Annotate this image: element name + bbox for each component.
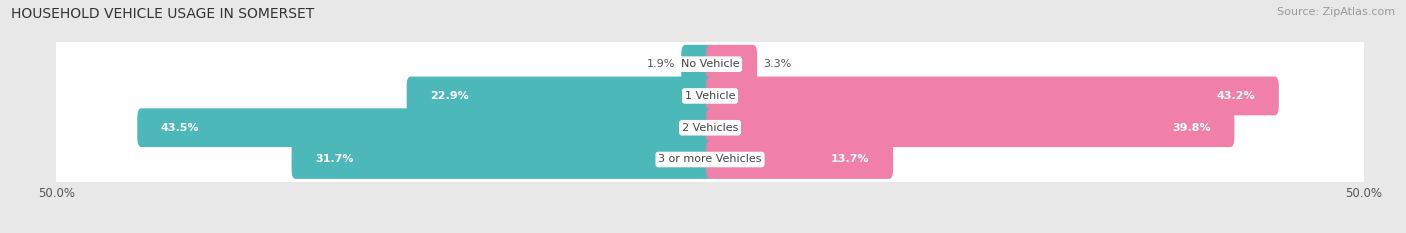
Legend: Owner-occupied, Renter-occupied: Owner-occupied, Renter-occupied bbox=[582, 230, 838, 233]
Text: 13.7%: 13.7% bbox=[831, 154, 869, 164]
Text: 43.2%: 43.2% bbox=[1216, 91, 1256, 101]
Text: Source: ZipAtlas.com: Source: ZipAtlas.com bbox=[1277, 7, 1395, 17]
Text: 39.8%: 39.8% bbox=[1173, 123, 1211, 133]
FancyBboxPatch shape bbox=[49, 99, 1371, 156]
Text: 1 Vehicle: 1 Vehicle bbox=[685, 91, 735, 101]
FancyBboxPatch shape bbox=[706, 45, 756, 84]
FancyBboxPatch shape bbox=[682, 45, 714, 84]
Text: 43.5%: 43.5% bbox=[160, 123, 200, 133]
FancyBboxPatch shape bbox=[49, 131, 1371, 188]
FancyBboxPatch shape bbox=[49, 36, 1371, 93]
FancyBboxPatch shape bbox=[706, 140, 893, 179]
FancyBboxPatch shape bbox=[406, 77, 714, 115]
FancyBboxPatch shape bbox=[706, 108, 1234, 147]
Text: No Vehicle: No Vehicle bbox=[681, 59, 740, 69]
Text: HOUSEHOLD VEHICLE USAGE IN SOMERSET: HOUSEHOLD VEHICLE USAGE IN SOMERSET bbox=[11, 7, 315, 21]
FancyBboxPatch shape bbox=[49, 68, 1371, 124]
FancyBboxPatch shape bbox=[138, 108, 714, 147]
Text: 2 Vehicles: 2 Vehicles bbox=[682, 123, 738, 133]
FancyBboxPatch shape bbox=[706, 77, 1279, 115]
Text: 3 or more Vehicles: 3 or more Vehicles bbox=[658, 154, 762, 164]
Text: 1.9%: 1.9% bbox=[647, 59, 675, 69]
Text: 22.9%: 22.9% bbox=[430, 91, 470, 101]
Text: 31.7%: 31.7% bbox=[315, 154, 354, 164]
Text: 3.3%: 3.3% bbox=[763, 59, 792, 69]
FancyBboxPatch shape bbox=[291, 140, 714, 179]
